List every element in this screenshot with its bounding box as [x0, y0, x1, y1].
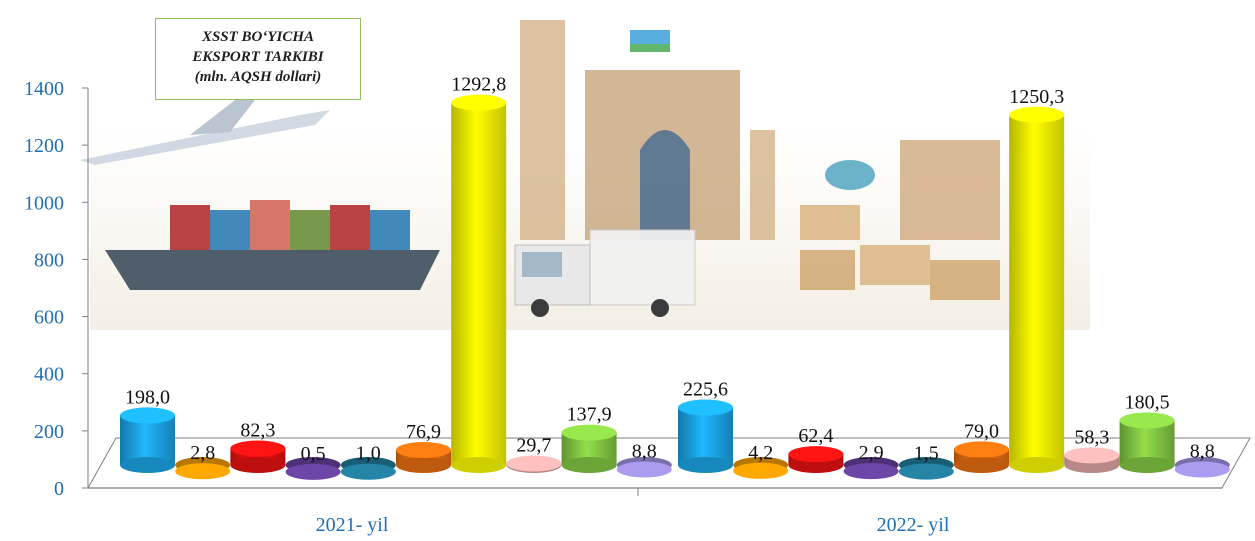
bar	[120, 407, 175, 473]
truck-icon	[514, 229, 696, 317]
data-label: 1250,3	[1009, 86, 1064, 108]
data-label: 8,8	[632, 440, 657, 462]
y-tick-label: 200	[34, 421, 64, 443]
bar	[843, 457, 899, 480]
data-label: 180,5	[1125, 391, 1170, 413]
bar	[954, 441, 1009, 473]
bar	[1009, 106, 1065, 473]
airplane-icon	[80, 100, 330, 165]
bar	[1119, 412, 1175, 473]
data-label: 2,8	[190, 442, 215, 464]
data-label: 1,0	[356, 443, 381, 465]
data-label: 82,3	[240, 419, 275, 441]
data-label: 62,4	[798, 425, 833, 447]
y-tick-label: 1400	[24, 78, 64, 100]
y-tick-label: 400	[34, 364, 64, 386]
background-illustration	[80, 20, 1090, 330]
chart-title-line-1: XSST BO‘YICHA	[201, 29, 315, 45]
bars-layer	[120, 94, 1230, 480]
bar	[506, 455, 562, 473]
data-label: 76,9	[406, 421, 441, 443]
data-label: 198,0	[125, 386, 170, 408]
bar	[561, 424, 617, 473]
data-label: 79,0	[964, 420, 999, 442]
bar	[285, 457, 341, 480]
bar	[616, 457, 672, 478]
data-label: 2,9	[859, 442, 884, 464]
bar	[898, 457, 954, 480]
bar	[230, 440, 286, 473]
y-tick-label: 0	[54, 478, 64, 500]
buildings-icon	[520, 20, 1000, 240]
bar	[1064, 447, 1120, 473]
data-label: 1292,8	[451, 74, 506, 96]
data-label: 1,5	[914, 443, 939, 465]
boxes-icon	[800, 205, 1000, 300]
chart-title-box: XSST BO‘YICHA EKSPORT TARKIBI (mln. AQSH…	[155, 18, 361, 100]
y-tick-label: 600	[34, 307, 64, 329]
data-label: 225,6	[683, 379, 728, 401]
x-category-label: 2022- yil	[877, 514, 950, 536]
cargo-ship-icon	[105, 200, 440, 290]
data-label: 29,7	[516, 435, 551, 457]
y-tick-label: 1200	[24, 135, 64, 157]
data-label: 137,9	[567, 404, 612, 426]
x-category-label: 2021- yil	[316, 514, 389, 536]
y-tick-label: 800	[34, 249, 64, 271]
bar	[733, 457, 789, 479]
data-label: 58,3	[1074, 426, 1109, 448]
data-label: 8,8	[1190, 440, 1215, 462]
bar	[340, 457, 396, 480]
data-label: 0,5	[301, 443, 326, 465]
bar	[678, 399, 733, 473]
bar-labels: 198,0 2,8 82,3 0,5 1,0 76,9 1292,8 29,7 137,9 8,8…	[125, 74, 1215, 465]
bar	[396, 442, 451, 473]
chart-title-line-2: EKSPORT TARKIBI	[192, 49, 324, 65]
bar	[175, 457, 231, 480]
y-axis: 0 200 400 600 800 1000 1200 1400	[24, 78, 89, 500]
chart-title-line-3: (mln. AQSH dollari)	[194, 69, 322, 85]
bar	[1174, 457, 1230, 478]
bar	[451, 94, 507, 473]
x-axis: 2021- yil 2022- yil	[316, 488, 950, 536]
y-tick-label: 1000	[24, 192, 64, 214]
data-label: 4,2	[748, 442, 773, 464]
bar	[788, 446, 844, 473]
